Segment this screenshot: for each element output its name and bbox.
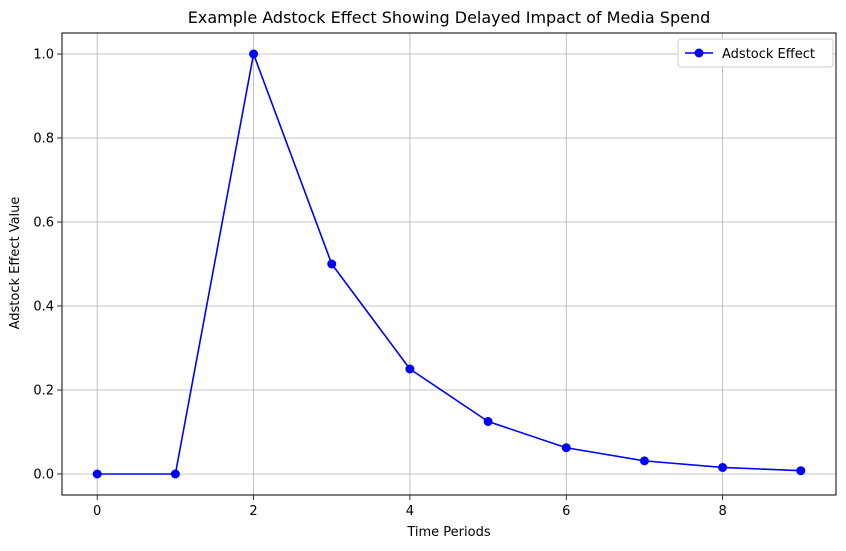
data-point-marker	[405, 364, 415, 374]
x-tick-label: 0	[93, 504, 101, 519]
y-tick-label: 1.0	[33, 48, 54, 63]
data-point-marker	[249, 49, 259, 59]
data-point-marker	[796, 466, 806, 476]
data-point-marker	[639, 456, 649, 466]
legend: Adstock Effect	[677, 38, 834, 68]
x-tick-label: 6	[562, 504, 570, 519]
x-axis-label: Time Periods	[406, 525, 490, 540]
plot-area-frame	[61, 32, 837, 496]
legend-marker-swatch	[694, 48, 704, 58]
y-tick-label: 0.4	[33, 300, 54, 315]
data-point-marker	[327, 259, 337, 269]
axis-ticks: 0 2 4 6 8 0.0 0.2 0.4 0.6 0.8 1.0	[33, 48, 726, 520]
data-point-marker	[561, 443, 571, 453]
data-point-marker	[170, 469, 180, 479]
chart-title: Example Adstock Effect Showing Delayed I…	[188, 8, 711, 27]
legend-box	[677, 38, 834, 68]
y-axis-label: Adstock Effect Value	[8, 197, 23, 330]
x-tick-label: 2	[249, 504, 257, 519]
y-tick-label: 0.6	[33, 216, 54, 231]
x-tick-label: 4	[406, 504, 414, 519]
y-tick-label: 0.2	[33, 384, 54, 399]
y-tick-label: 0.8	[33, 132, 54, 147]
series-line-adstock-effect	[97, 53, 801, 475]
data-point-marker	[483, 417, 493, 426]
data-point-marker	[718, 462, 728, 472]
x-tick-label: 8	[718, 504, 726, 519]
y-tick-label: 0.0	[33, 468, 54, 483]
legend-label: Adstock Effect	[722, 47, 815, 62]
series-layer	[92, 49, 806, 479]
data-point-marker	[92, 469, 102, 479]
